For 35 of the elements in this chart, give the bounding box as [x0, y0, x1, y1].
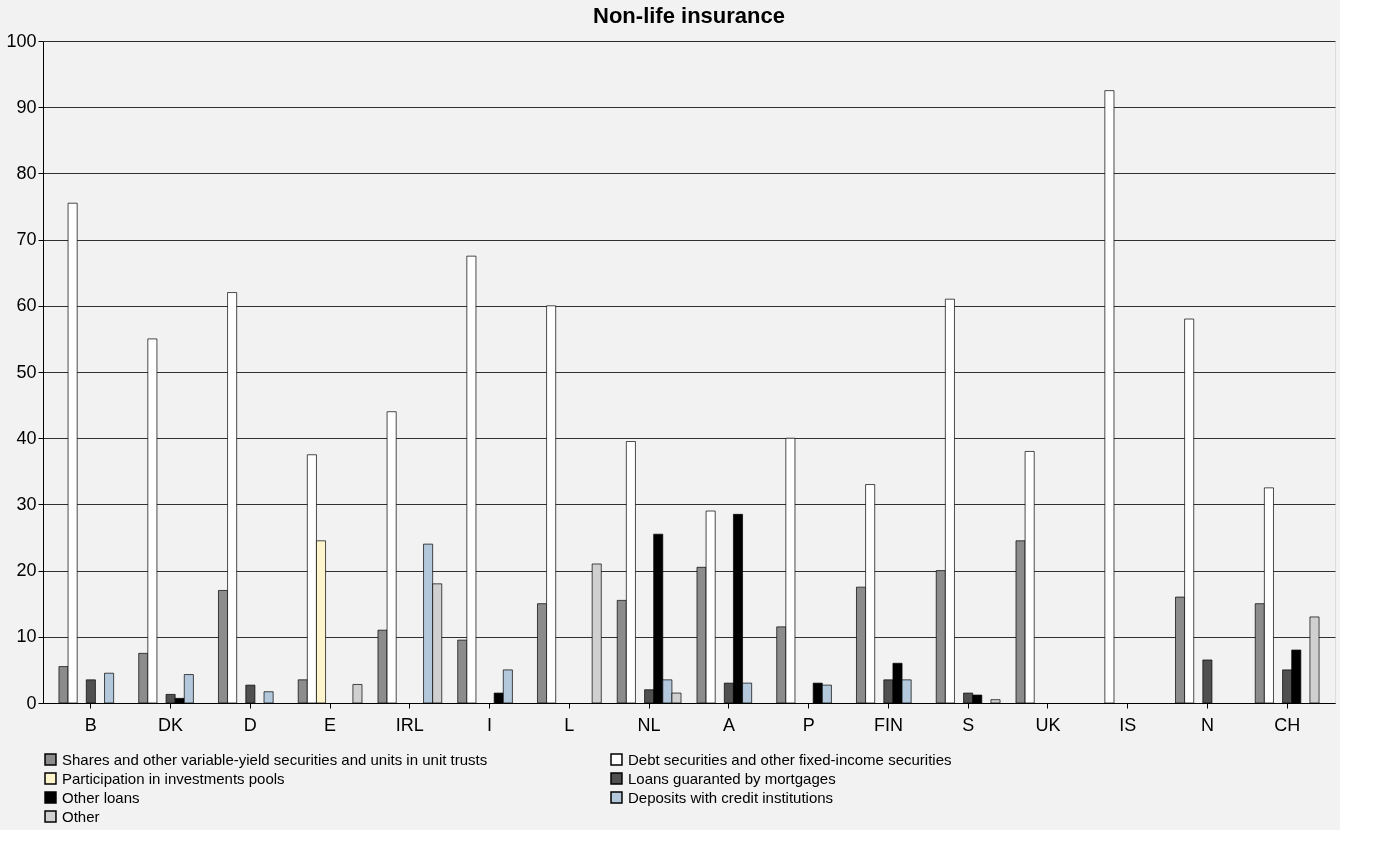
x-tick-label: A	[722, 714, 735, 735]
y-tick-label: 10	[16, 626, 37, 647]
x-tick-label: D	[243, 714, 257, 735]
legend-label: Other	[62, 807, 100, 825]
x-tick-label: I	[487, 714, 493, 735]
legend-label: Debt securities and other fixed-income securities	[628, 750, 952, 768]
x-tick-label: IRL	[395, 714, 424, 735]
y-tick-label: 40	[16, 427, 37, 448]
y-tick-label: 20	[16, 560, 37, 581]
x-tick-label: N	[1200, 714, 1214, 735]
x-tick-label: B	[84, 714, 97, 735]
y-tick-label: 90	[16, 96, 37, 117]
x-tick-label: UK	[1035, 714, 1061, 735]
x-tick-label: DK	[158, 714, 184, 735]
y-tick-label: 70	[16, 229, 37, 250]
y-tick-label: 80	[16, 162, 37, 183]
legend-label: Shares and other variable-yield securities and units in unit trusts	[62, 750, 488, 768]
x-tick-label: IS	[1119, 714, 1137, 735]
legend-label: Other loans	[62, 788, 140, 806]
y-tick-label: 0	[26, 692, 37, 713]
x-tick-label: P	[802, 714, 815, 735]
x-tick-label: E	[324, 714, 337, 735]
y-tick-label: 50	[16, 361, 37, 382]
x-tick-label: L	[564, 714, 575, 735]
y-tick-label: 30	[16, 493, 37, 514]
x-tick-label: CH	[1274, 714, 1301, 735]
x-tick-label: S	[962, 714, 975, 735]
legend-label: Participation in investments pools	[62, 769, 285, 787]
chart-title: Non-life insurance	[593, 3, 785, 28]
legend-label: Loans guaranted by mortgages	[628, 769, 836, 787]
y-tick-label: 60	[16, 295, 37, 316]
y-tick-label: 100	[6, 30, 37, 51]
x-tick-label: FIN	[873, 714, 903, 735]
legend-label: Deposits with credit institutions	[628, 788, 834, 806]
x-tick-label: NL	[637, 714, 661, 735]
